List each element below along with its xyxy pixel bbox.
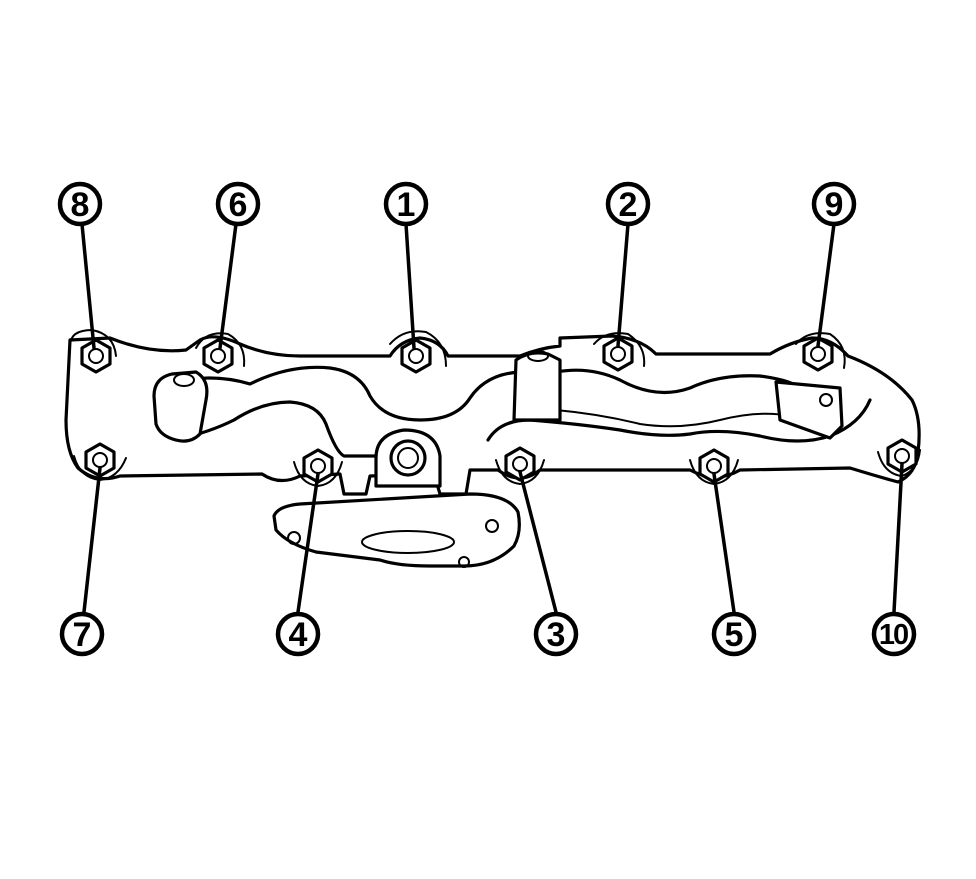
left-end-stub [152,370,209,443]
leader-8 [80,222,96,350]
manifold-runner-lower [174,400,382,458]
leader-7 [82,466,102,614]
callout-6: 6 [215,181,261,227]
center-riser [512,351,562,422]
leader-9 [816,222,836,348]
nut-1 [400,338,432,374]
leader-3 [518,470,558,614]
leader-10 [892,462,904,614]
outlet-stud-right [485,519,499,533]
center-riser-hole [527,350,549,362]
sensor-boss [374,428,442,488]
leader-4 [296,472,320,614]
callout-8: 8 [57,181,103,227]
callout-3: 3 [533,611,579,657]
right-bracket [774,380,844,440]
outlet-stud-lower [458,556,470,568]
callout-5: 5 [711,611,757,657]
nut-5 [698,448,730,484]
leader-6 [218,222,238,350]
outlet-port [361,530,455,554]
callout-1: 1 [383,181,429,227]
right-bracket-hole [819,393,833,407]
leader-lines [80,222,904,614]
leader-2 [616,222,630,348]
manifold-runner-right-upper [554,368,802,395]
callout-2-label: 2 [619,186,638,224]
nut-8 [80,338,112,374]
callout-5-label: 5 [725,616,744,654]
callout-1-label: 1 [397,186,416,224]
nut-7 [84,442,116,478]
callout-4-label: 4 [289,616,308,654]
callout-3-label: 3 [547,616,566,654]
callout-7-label: 7 [73,616,92,654]
manifold-body [64,329,921,568]
callout-2: 2 [605,181,651,227]
callout-9-label: 9 [825,186,844,224]
nut-10 [886,438,918,474]
manifold-runner-upper [166,365,522,422]
callout-8-label: 8 [71,186,90,224]
manifold-runner-right-mid [555,409,791,428]
nuts [80,336,918,484]
outlet-stud-left [287,531,301,545]
callout-6-label: 6 [229,186,248,224]
callout-4: 4 [275,611,321,657]
nut-6 [202,338,234,374]
leader-1 [404,222,416,350]
callout-7: 7 [59,611,105,657]
callouts: 8 6 1 2 9 7 4 3 [57,181,917,657]
callout-9: 9 [811,181,857,227]
callout-10-label: 10 [879,619,908,651]
nut-4 [302,448,334,484]
outlet-flange [272,492,521,568]
nut-3 [504,446,536,482]
callout-10: 10 [871,611,917,657]
leader-5 [712,472,736,614]
left-end-stub-hole [173,373,195,387]
